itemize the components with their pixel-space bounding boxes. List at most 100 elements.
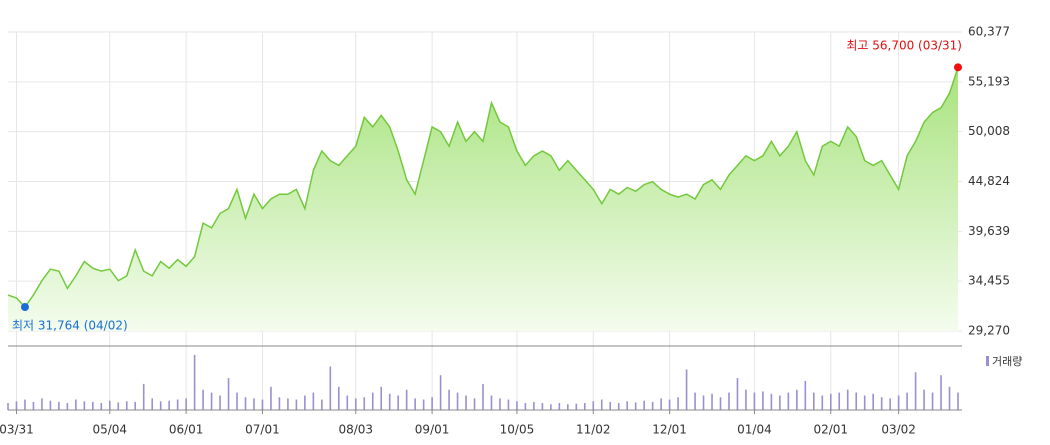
volume-bar — [295, 399, 298, 410]
volume-bar — [473, 398, 476, 410]
volume-bar — [414, 398, 416, 410]
volume-bar — [643, 400, 645, 410]
price-area — [8, 67, 958, 332]
volume-bar — [711, 393, 713, 410]
volume-bar — [24, 399, 26, 410]
volume-bar — [541, 403, 544, 410]
volume-bar — [914, 372, 917, 410]
volume-bar — [15, 401, 18, 410]
low-label: 최저 31,764 (04/02) — [12, 319, 128, 333]
x-tick-label: 05/04 — [92, 423, 127, 437]
price-line — [7, 67, 959, 309]
volume-bar — [558, 403, 561, 410]
volume-bar — [397, 395, 399, 410]
volume-bar — [185, 398, 187, 410]
volume-bar — [931, 392, 934, 410]
volume-bar — [405, 389, 408, 410]
x-tick-label: 02/01 — [813, 423, 848, 437]
volume-bar — [32, 401, 35, 410]
volume-bar — [134, 401, 137, 410]
volume-bar — [499, 398, 501, 410]
volume-bar — [83, 401, 86, 410]
volume-bar — [651, 401, 654, 410]
volume-bar — [312, 392, 315, 410]
volume-bar — [787, 392, 790, 410]
volume-bar — [388, 393, 391, 410]
volume-bar — [482, 383, 484, 410]
volume-legend: 거래량 — [992, 355, 1022, 368]
volume-bar — [176, 399, 179, 410]
volume-bar — [719, 397, 722, 410]
x-tick-label: 08/03 — [338, 423, 373, 437]
volume-bar — [762, 391, 764, 410]
volume-bar — [728, 392, 730, 410]
volume-bar — [125, 401, 128, 410]
volume-bar — [422, 399, 425, 410]
x-tick-label: 09/01 — [415, 423, 450, 437]
x-tick-label: 01/04 — [737, 423, 772, 437]
volume-bar — [617, 403, 620, 410]
volume-bar — [168, 400, 170, 410]
volume-bar — [821, 395, 824, 410]
volume-bar — [100, 403, 103, 410]
volume-bar — [465, 395, 467, 410]
volume-bar — [304, 395, 306, 410]
x-tick-label: 10/05 — [500, 423, 535, 437]
volume-bar — [159, 401, 162, 410]
volume-bar — [940, 375, 942, 410]
volume-bar — [278, 397, 281, 410]
y-tick-label: 55,193 — [968, 74, 1010, 88]
volume-bar — [855, 392, 858, 410]
volume-bar — [66, 403, 69, 410]
volume-bar — [321, 399, 323, 410]
volume-bar — [270, 386, 272, 410]
volume-bar — [736, 378, 739, 410]
volume-bar — [745, 389, 747, 410]
volume-bar — [567, 404, 569, 410]
volume-bar — [583, 403, 586, 410]
high-label: 최고 56,700 (03/31) — [846, 39, 962, 53]
volume-bar — [863, 395, 866, 410]
volume-bar — [796, 389, 798, 410]
volume-bar — [660, 398, 662, 410]
volume-bar — [592, 401, 595, 410]
volume-bar — [219, 395, 221, 410]
volume-bar — [533, 401, 535, 410]
volume-bar — [923, 389, 925, 410]
volume-bar — [600, 399, 603, 410]
volume-bar — [694, 392, 696, 410]
volume-bar — [117, 402, 120, 410]
volume-bar — [41, 398, 43, 410]
y-tick-label: 39,639 — [968, 224, 1010, 238]
volume-bar — [431, 397, 433, 410]
volume-bar — [261, 399, 264, 410]
volume-bar — [92, 401, 94, 410]
volume-bar — [380, 386, 383, 410]
volume-bar — [210, 392, 213, 410]
low-marker — [20, 303, 29, 312]
volume-bar — [880, 397, 883, 410]
volume-bar — [897, 395, 900, 410]
volume-bar — [948, 386, 951, 410]
volume-bar — [244, 397, 247, 410]
volume-bar — [829, 393, 832, 410]
volume-bar — [626, 401, 628, 410]
volume-bar — [524, 403, 527, 410]
volume-bar — [677, 397, 679, 410]
volume-bar — [813, 392, 815, 410]
volume-bar — [804, 381, 807, 410]
high-marker — [954, 63, 962, 72]
volume-bar — [142, 383, 145, 410]
y-tick-label: 29,270 — [968, 324, 1010, 338]
volume-bar — [685, 369, 688, 410]
volume-bar — [329, 366, 332, 410]
volume-bar — [202, 389, 204, 410]
volume-bar — [490, 395, 493, 410]
volume-bar — [753, 392, 756, 410]
volume-bar — [838, 392, 841, 410]
volume-bar — [371, 392, 374, 410]
volume-bar — [957, 392, 959, 410]
volume-bar — [338, 386, 340, 410]
volume-legend-swatch — [986, 356, 989, 366]
